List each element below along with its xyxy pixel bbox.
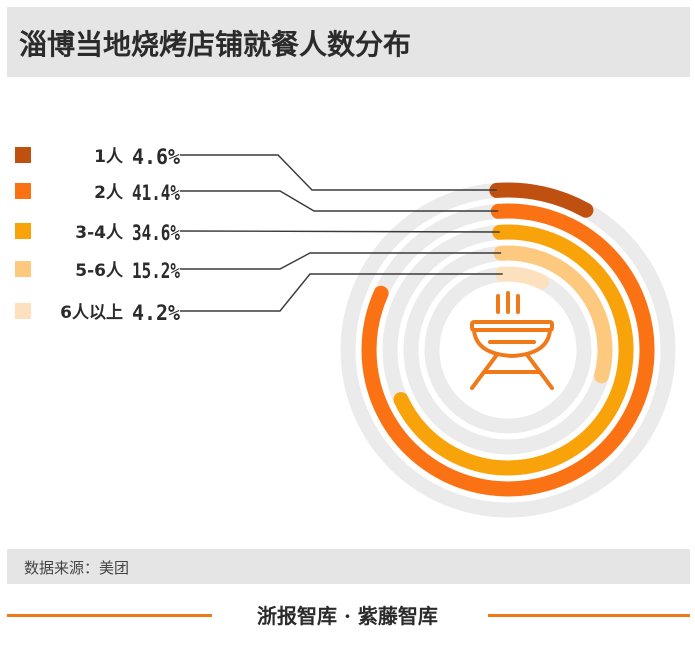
leader-lines: [179, 154, 503, 312]
leader-line-4: [180, 252, 502, 270]
data-source: 数据来源：美团: [24, 559, 130, 577]
legend: 1人 4.6% 2人 41.4% 3-4人 34.6% 5-6人 15.2% 6人以上 4.2%: [15, 145, 180, 325]
legend-swatch-3: [15, 223, 31, 239]
arc-5: [495, 266, 550, 290]
legend-swatch-5: [15, 303, 31, 319]
data-label-4: 15.2%: [132, 259, 180, 283]
arc-1: [489, 182, 594, 218]
legend-label-4: 5-6人: [75, 261, 124, 281]
legend-swatch-4: [15, 261, 31, 277]
arc-2: [361, 203, 655, 497]
leader-line-5: [180, 273, 503, 312]
data-label-5: 4.2%: [132, 301, 180, 325]
leader-line-2: [180, 190, 499, 212]
grill-icon: [470, 291, 554, 390]
leader-line-1: [180, 154, 497, 191]
arc-4: [493, 245, 613, 384]
leader-line-3: [179, 230, 500, 233]
data-label-3: 34.6%: [132, 221, 180, 245]
legend-label-1: 1人: [94, 147, 124, 167]
legend-label-2: 2人: [94, 183, 124, 203]
source-bar: 数据来源：美团: [7, 549, 690, 584]
data-arcs: [361, 182, 655, 497]
chart-title: 淄博当地烧烤店铺就餐人数分布: [19, 28, 412, 61]
title-bar: 淄博当地烧烤店铺就餐人数分布: [7, 7, 690, 77]
arc-3: [393, 224, 634, 476]
legend-swatch-2: [15, 183, 31, 199]
footer-divider-right: [488, 614, 690, 617]
data-label-2: 41.4%: [132, 181, 180, 205]
data-label-1: 4.6%: [132, 145, 180, 169]
footer-brand: 浙报智库 · 紫藤智库: [257, 604, 438, 628]
legend-swatch-1: [15, 147, 31, 163]
footer-divider-left: [7, 614, 212, 617]
legend-label-3: 3-4人: [75, 223, 124, 243]
legend-label-5: 6人以上: [60, 303, 123, 323]
